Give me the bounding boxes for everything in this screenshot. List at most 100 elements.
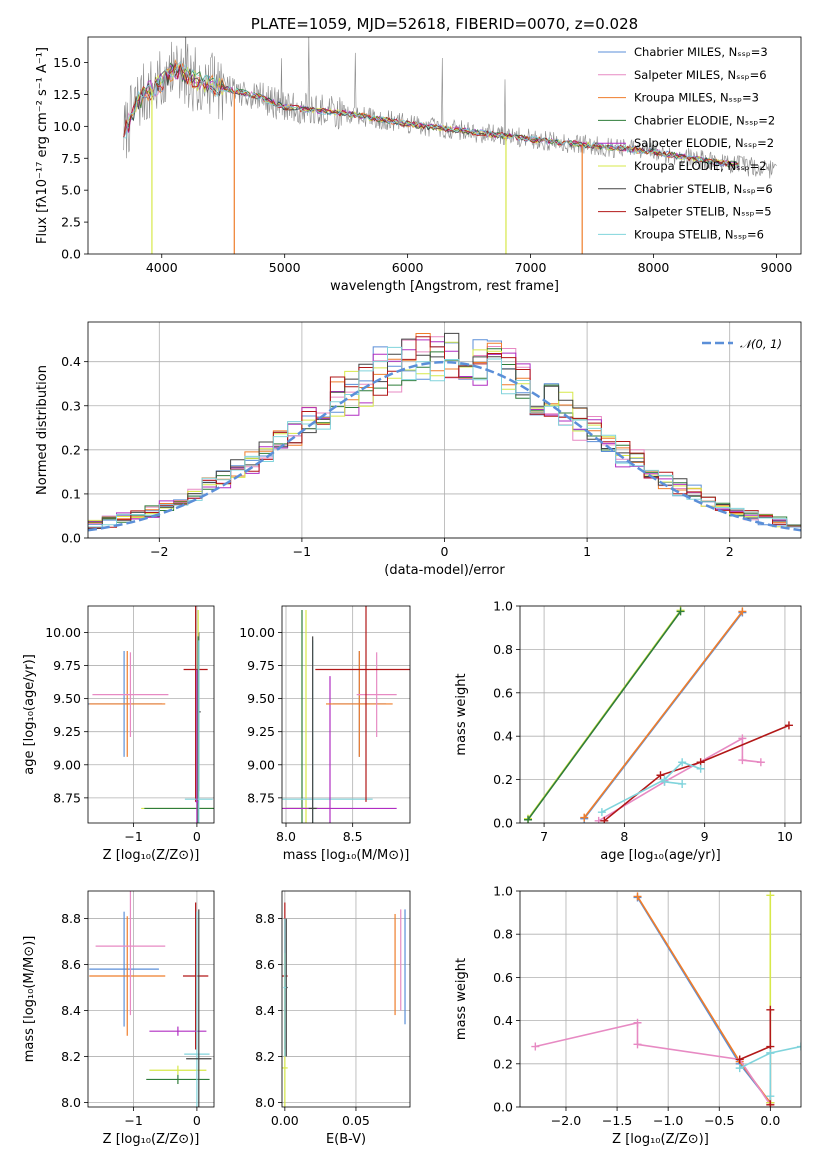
series-line (583, 610, 744, 819)
data-point (633, 1040, 642, 1049)
y-tick-label: 10.00 (45, 625, 81, 640)
y-tick-label: 0.2 (493, 772, 513, 787)
data-point (756, 758, 765, 767)
y-axis-label: Normed distribution (35, 365, 50, 495)
panel-mass-vs-Z: −1 0 8.0 8.2 8.4 8.6 8.8 Z [log₁₀(Z/Z⊙)] mass [l… (22, 890, 215, 1147)
y-tick-label: 0.0 (61, 247, 81, 262)
x-tick-label: 8000 (638, 260, 670, 275)
axes-frame (281, 890, 411, 1108)
y-tick-label: 8.2 (61, 1049, 81, 1064)
panel-mass-vs-EBV: 0.00 0.05 8.0 8.2 8.4 8.6 8.8 E(B-V) (255, 890, 411, 1147)
plot-area (524, 606, 793, 823)
y-tick-label: 1.0 (493, 884, 513, 899)
axes-frame (519, 890, 802, 1108)
data-point (597, 808, 606, 817)
x-axis-label: (data-model)/error (384, 563, 505, 578)
data-point (633, 892, 642, 901)
data-point (797, 1042, 801, 1051)
y-tick-label: 0.4 (61, 354, 81, 369)
y-tick-label: 0.8 (493, 927, 513, 942)
panel-spectrum: 4000 5000 6000 7000 8000 9000 0.0 2.5 5.0 7.5 10.0… (35, 15, 802, 294)
y-tick-label: 8.4 (255, 1003, 275, 1018)
legend-entry: Kroupa MILES, Nₛₛₚ=3 (634, 91, 759, 105)
residual-histogram (88, 332, 801, 529)
x-tick-label: −1 (124, 829, 142, 844)
data-point (660, 777, 669, 786)
y-tick-label: 9.25 (247, 724, 275, 739)
axes-frame (281, 605, 411, 824)
series-line (636, 895, 771, 1104)
y-tick-label: 8.2 (255, 1049, 275, 1064)
x-tick-label: 7000 (515, 260, 547, 275)
x-tick-label: 9000 (761, 260, 793, 275)
residual-histogram (88, 346, 801, 528)
data-point (735, 1064, 744, 1073)
x-tick-label: 9 (701, 829, 709, 844)
y-tick-label: 8.0 (255, 1095, 275, 1110)
y-tick-label: 8.6 (61, 957, 81, 972)
y-tick-label: 8.0 (61, 1095, 81, 1110)
series-line (527, 610, 682, 821)
y-tick-label: 0.0 (61, 531, 81, 546)
plot-area (88, 606, 214, 823)
data-point (524, 815, 533, 823)
x-tick-label: 0 (193, 829, 201, 844)
legend-entry: Kroupa ELODIE, Nₛₛₚ=2 (634, 159, 767, 173)
legend-entry: Salpeter STELIB, Nₛₛₚ=5 (634, 205, 772, 219)
axes-frame (87, 321, 802, 539)
data-point (738, 607, 747, 616)
y-tick-label: 0.0 (493, 1100, 513, 1115)
data-point (656, 771, 665, 780)
x-tick-label: 0 (441, 544, 449, 559)
data-point (676, 607, 685, 616)
y-tick-label: 0.0 (493, 816, 513, 831)
x-axis-label: Z [log₁₀(Z/Z⊙)] (103, 1132, 200, 1147)
panel-residuals: −2 −1 0 1 2 0.0 0.1 0.2 0.3 0.4 (data-model)/error… (35, 321, 802, 578)
y-tick-label: 0.4 (493, 1013, 513, 1028)
x-axis-label: wavelength [Angstrom, rest frame] (330, 279, 559, 294)
y-tick-label: 0.2 (61, 442, 81, 457)
data-point (766, 1100, 775, 1107)
axes-frame (87, 36, 802, 255)
legend-entry: Chabrier MILES, Nₛₛₚ=3 (634, 45, 768, 59)
data-point (766, 1049, 775, 1057)
legend: Chabrier MILES, Nₛₛₚ=3 Salpeter MILES, Nₛ… (598, 45, 775, 241)
x-axis-label: age [log₁₀(age/yr)] (600, 848, 721, 863)
x-tick-label: 8.5 (343, 829, 363, 844)
axes-frame (87, 605, 215, 824)
data-point (766, 891, 775, 900)
plot-area (282, 902, 406, 1107)
data-point (766, 1092, 775, 1101)
y-tick-label: 0.8 (493, 642, 513, 657)
data-point (784, 721, 793, 730)
series-line (601, 761, 701, 813)
y-tick-label: 8.75 (53, 790, 81, 805)
y-tick-label: 0.1 (61, 486, 81, 501)
x-tick-label: −2.0 (551, 1113, 581, 1128)
y-tick-label: 9.25 (53, 724, 81, 739)
x-axis-label: mass [log₁₀(M/M⊙)] (283, 848, 410, 863)
x-tick-label: 0.05 (342, 1113, 370, 1128)
y-tick-label: 0.3 (61, 398, 81, 413)
x-axis-label: Z [log₁₀(Z/Z⊙)] (612, 1132, 709, 1147)
data-point (738, 734, 747, 743)
legend-entry: Kroupa STELIB, Nₛₛₚ=6 (634, 227, 764, 241)
y-tick-label: 10.0 (53, 119, 81, 134)
x-tick-label: 5000 (269, 260, 301, 275)
x-tick-label: 0.00 (271, 1113, 299, 1128)
data-point (678, 758, 687, 767)
y-tick-label: 8.8 (255, 911, 275, 926)
legend-entry: Salpeter MILES, Nₛₛₚ=6 (634, 68, 767, 82)
x-tick-label: −2 (150, 544, 168, 559)
x-tick-label: 8 (620, 829, 628, 844)
y-tick-label: 0.2 (493, 1056, 513, 1071)
plot-area (531, 891, 801, 1107)
series-line (603, 724, 790, 822)
y-tick-label: 8.4 (61, 1003, 81, 1018)
legend-entry: Chabrier STELIB, Nₛₛₚ=6 (634, 182, 773, 196)
y-tick-label: 8.75 (247, 790, 275, 805)
axes-frame (87, 890, 215, 1108)
y-tick-label: 9.50 (247, 691, 275, 706)
x-tick-label: 0 (193, 1113, 201, 1128)
